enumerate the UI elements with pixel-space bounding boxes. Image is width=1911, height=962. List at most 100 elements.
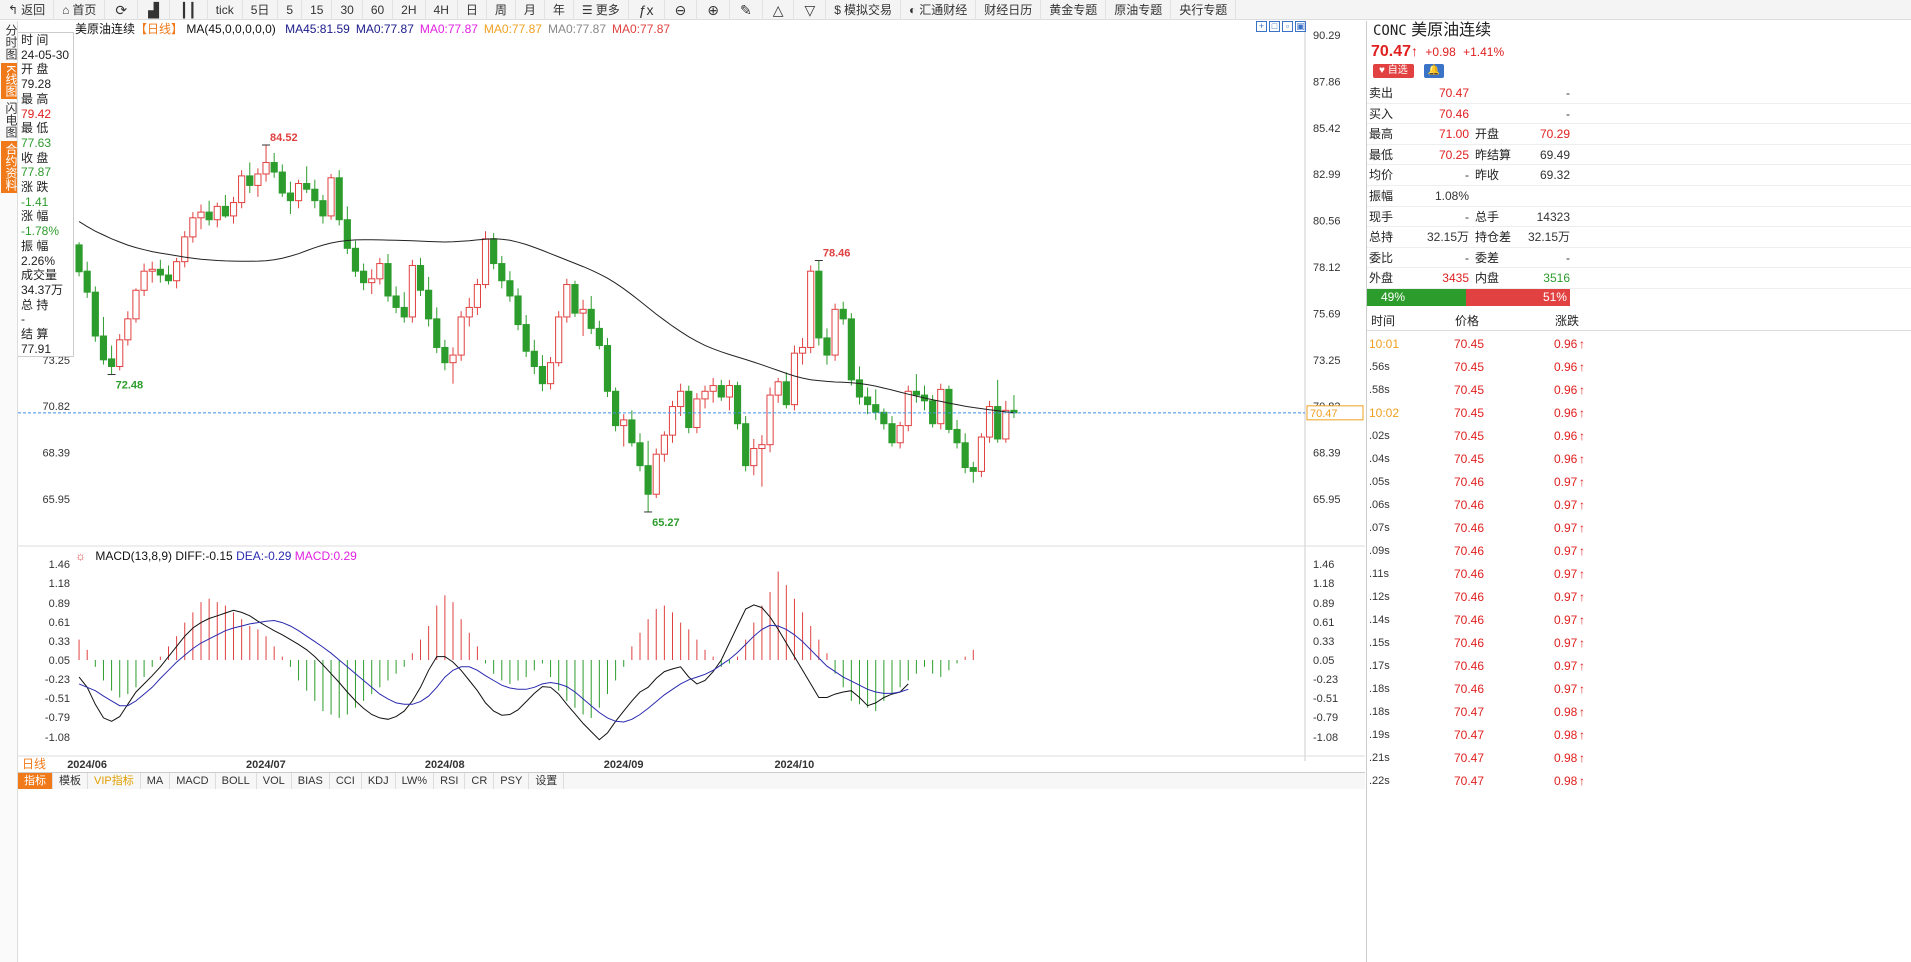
ma-definition[interactable]: MA(45,0,0,0,0,0) [186, 22, 276, 36]
candle[interactable] [953, 419, 961, 449]
candle[interactable] [498, 255, 506, 289]
toolbar-item-22[interactable]: △ [763, 0, 795, 20]
candle[interactable] [985, 400, 994, 443]
candle[interactable] [937, 383, 945, 430]
candle[interactable] [677, 383, 685, 417]
candle[interactable] [620, 414, 628, 447]
candle[interactable] [506, 271, 514, 302]
candle[interactable] [99, 316, 108, 365]
candle[interactable] [205, 200, 213, 226]
candle[interactable] [701, 385, 709, 409]
candle[interactable] [888, 416, 896, 447]
candle[interactable] [603, 337, 612, 398]
candle[interactable] [563, 278, 571, 323]
candle[interactable] [1002, 400, 1010, 443]
candle[interactable] [254, 168, 262, 197]
toolbar-item-16[interactable]: 年 [545, 0, 574, 20]
candle[interactable] [270, 153, 278, 178]
toolbar-item-6[interactable]: 5日 [243, 0, 279, 20]
candle[interactable] [929, 395, 937, 428]
candle[interactable] [173, 257, 181, 289]
candle[interactable] [473, 278, 481, 316]
candle[interactable] [628, 410, 636, 447]
toolbar-item-3[interactable]: ▟ [138, 0, 170, 20]
toolbar-item-10[interactable]: 60 [363, 0, 394, 20]
candle[interactable] [384, 254, 392, 302]
candle[interactable] [807, 265, 815, 354]
candle[interactable] [465, 297, 473, 327]
toolbar-item-14[interactable]: 周 [487, 0, 516, 20]
candle[interactable] [75, 242, 83, 277]
candle[interactable] [766, 387, 774, 453]
indicator-tab-0[interactable]: 指标 [18, 773, 53, 789]
toolbar-item-1[interactable]: ⌂ 首页 [54, 0, 106, 20]
candle[interactable] [360, 263, 368, 291]
candle[interactable] [181, 231, 189, 268]
candle[interactable] [823, 328, 831, 365]
toolbar-item-2[interactable]: ⟳ [105, 0, 139, 20]
candle[interactable] [368, 269, 376, 295]
chart-svg[interactable]: 90.29 87.86 85.42 82.99 80.56 78.12 75.69 73.25… [18, 21, 1365, 771]
toolbar-item-5[interactable]: tick [208, 0, 243, 20]
indicator-tab-13[interactable]: PSY [494, 773, 530, 789]
indicator-tab-3[interactable]: MA [141, 773, 171, 789]
toolbar-item-20[interactable]: ⊕ [697, 0, 730, 20]
candle[interactable] [709, 377, 717, 403]
window-icon[interactable]: □ [1269, 21, 1280, 32]
indicator-tab-6[interactable]: VOL [257, 773, 292, 789]
candle[interactable] [278, 164, 286, 197]
candle[interactable] [116, 334, 124, 371]
toolbar-item-0[interactable]: ↰ 返回 [0, 0, 55, 20]
candle[interactable] [717, 379, 725, 401]
candle[interactable] [221, 194, 229, 218]
toolbar-item-9[interactable]: 30 [332, 0, 363, 20]
candle[interactable] [286, 181, 295, 215]
candle[interactable] [246, 162, 254, 194]
candle[interactable] [457, 311, 465, 361]
candle[interactable] [148, 261, 156, 283]
candle[interactable] [912, 374, 920, 403]
candle[interactable] [587, 295, 595, 335]
rail-tab-0[interactable]: 分时图 [4, 24, 18, 60]
candle[interactable] [343, 206, 351, 255]
candle[interactable] [1010, 395, 1018, 418]
candle[interactable] [750, 438, 758, 476]
rail-tab-2[interactable]: 闪电图 [4, 102, 18, 139]
expand-icon[interactable]: + [1256, 21, 1267, 32]
candle[interactable] [197, 204, 205, 230]
candle[interactable] [351, 240, 360, 277]
candle[interactable] [904, 385, 912, 432]
candle[interactable] [132, 288, 140, 323]
candle[interactable] [758, 435, 766, 487]
candle[interactable] [335, 170, 343, 226]
candle[interactable] [668, 400, 677, 443]
candle[interactable] [319, 194, 327, 224]
indicator-tab-14[interactable]: 设置 [529, 773, 565, 789]
candle[interactable] [425, 276, 433, 327]
candle[interactable] [262, 144, 270, 182]
candle[interactable] [839, 301, 847, 325]
candle[interactable] [514, 288, 522, 331]
toolbar-item-26[interactable]: 财经日历 [976, 0, 1042, 20]
candle[interactable] [636, 433, 644, 472]
candle[interactable] [392, 286, 400, 314]
toolbar-item-25[interactable]: ◐ 汇通财经 [901, 0, 977, 20]
indicator-tab-5[interactable]: BOLL [216, 773, 257, 789]
toolbar-item-4[interactable]: ┃┃ [170, 0, 208, 20]
rail-tab-1[interactable]: K线图 [1, 63, 18, 100]
candle[interactable] [124, 311, 132, 346]
candle[interactable] [725, 379, 733, 411]
candle[interactable] [416, 257, 425, 296]
candle[interactable] [327, 173, 335, 220]
candle[interactable] [782, 372, 790, 409]
toolbar-item-29[interactable]: 央行专题 [1171, 0, 1237, 20]
candle[interactable] [994, 379, 1002, 443]
toolbar-item-27[interactable]: 黄金专题 [1041, 0, 1107, 20]
toolbar-item-8[interactable]: 15 [302, 0, 333, 20]
candle[interactable] [969, 461, 977, 483]
candle[interactable] [400, 292, 408, 323]
candle[interactable] [238, 170, 246, 209]
indicator-tab-2[interactable]: VIP指标 [88, 773, 141, 789]
rail-tab-3[interactable]: 合约资料 [1, 141, 18, 194]
toolbar-item-12[interactable]: 4H [426, 0, 458, 20]
